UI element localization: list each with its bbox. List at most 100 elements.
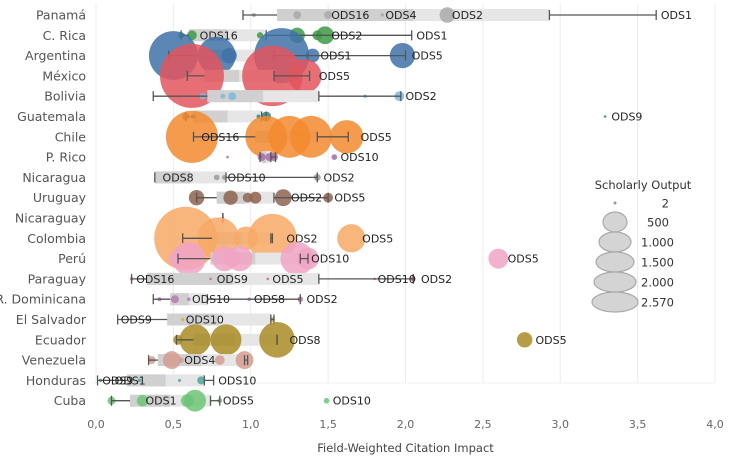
country-label: Venezuela <box>22 353 86 368</box>
row-panam-: ODS16 ODS4 ODS2 ODS1 <box>242 7 692 23</box>
ods-label: ODS9 <box>217 273 248 286</box>
data-bubble <box>170 295 179 304</box>
ods-label: ODS9 <box>102 374 133 387</box>
row-p-rico: ODS10 <box>226 151 379 164</box>
ods-label: ODS10 <box>186 314 224 327</box>
ods-label: ODS5 <box>412 50 443 63</box>
x-tick-label: 0,5 <box>165 418 183 431</box>
country-label: Perú <box>58 251 86 266</box>
country-label: P. Rico <box>46 150 86 165</box>
ods-label: ODS16 <box>331 9 369 22</box>
country-label: Panamá <box>36 8 86 23</box>
y-axis-labels: Panamá C. Rica Argentina México Bolivia Guate… <box>0 8 87 409</box>
data-bubble <box>488 248 509 269</box>
ods-label: ODS5 <box>223 395 254 408</box>
ods-label: ODS2 <box>421 273 452 286</box>
legend-size-label: 2.570 <box>641 296 674 310</box>
x-axis-title: Field-Weighted Citation Impact <box>317 441 494 455</box>
data-bubble <box>228 92 237 101</box>
country-label: Ecuador <box>35 332 87 347</box>
ods-label: ODS10 <box>311 253 349 266</box>
ods-label: ODS5 <box>334 192 365 205</box>
legend-size-marker <box>595 251 635 273</box>
row-chile: ODS16 ODS5 <box>165 110 392 163</box>
x-tick-label: 4,0 <box>706 418 724 431</box>
ods-label: ODS10 <box>333 395 371 408</box>
ods-label: ODS10 <box>218 374 256 387</box>
country-label: Uruguay <box>33 190 87 205</box>
data-bubble <box>137 378 142 383</box>
data-bubble <box>331 154 338 160</box>
country-label: C. Rica <box>43 28 86 43</box>
ods-label: ODS2 <box>306 293 337 306</box>
data-bubble <box>290 115 333 158</box>
data-bubble <box>439 7 456 23</box>
data-bubble <box>178 357 184 363</box>
ods-label: ODS2 <box>291 192 322 205</box>
iqr-lower-band <box>167 313 220 326</box>
ods-label: ODS5 <box>272 273 303 286</box>
data-bubble <box>324 11 333 19</box>
data-bubble <box>603 115 607 118</box>
ods-label: ODS9 <box>611 111 642 124</box>
ods-label: ODS2 <box>452 9 483 22</box>
data-bubble <box>197 376 206 385</box>
data-bubble <box>179 324 211 356</box>
ods-label: ODS4 <box>184 354 215 367</box>
legend-size-marker <box>593 271 637 293</box>
ods-label: ODS2 <box>323 171 354 184</box>
ods-label: ODS1 <box>416 29 447 42</box>
ods-label: ODS2 <box>406 90 437 103</box>
data-bubble <box>323 397 330 404</box>
data-bubble <box>209 277 212 281</box>
data-bubble <box>380 13 385 17</box>
country-label: Colombia <box>27 231 86 246</box>
country-label: R. Dominicana <box>0 292 86 307</box>
x-tick-label: 3,5 <box>629 418 647 431</box>
iqr-lower-band <box>126 374 166 387</box>
ods-label: ODS5 <box>361 131 392 144</box>
data-bubble <box>293 11 302 19</box>
row-nicaragua: ODS8 ODS10 ODS2 <box>154 171 355 184</box>
data-bubble <box>220 93 226 99</box>
row-guatemala: ODS9 <box>182 110 642 124</box>
row-uruguay: ODS2 ODS5 <box>188 189 365 207</box>
ods-label: ODS16 <box>201 131 239 144</box>
ods-label: ODS10 <box>378 273 416 286</box>
legend-size-label: 2 <box>662 197 669 211</box>
ods-label: ODS9 <box>121 314 152 327</box>
x-tick-label: 1,0 <box>242 418 260 431</box>
ods-label: ODS10 <box>341 151 379 164</box>
row-paraguay: ODS16 ODS9 ODS5 ODS10 ODS2 <box>129 272 452 286</box>
country-label: Cuba <box>54 393 86 408</box>
ods-label: ODS5 <box>535 334 566 347</box>
legend-size-marker <box>613 201 617 205</box>
row-r-dominicana: ODS10 ODS8 ODS2 <box>152 293 338 306</box>
ods-label: ODS5 <box>508 253 539 266</box>
iqr-lower-band <box>154 171 191 184</box>
legend-size-label: 1.000 <box>641 236 674 250</box>
data-bubble <box>136 395 149 407</box>
data-bubble <box>210 324 242 356</box>
legend-size-label: 500 <box>647 216 669 230</box>
data-bubble <box>249 191 262 204</box>
country-label: Nicaragua <box>22 170 86 185</box>
country-label: Argentina <box>25 48 86 63</box>
country-label: Chile <box>55 129 87 144</box>
legend-title: Scholarly Output <box>595 178 692 192</box>
ods-label: ODS2 <box>286 232 317 245</box>
ods-label: ODS4 <box>385 9 416 22</box>
data-bubble <box>223 190 238 205</box>
x-tick-label: 0,0 <box>87 418 105 431</box>
x-axis: Field-Weighted Citation Impact 0,0 0,5 1,0… <box>87 418 724 455</box>
x-tick-label: 3,0 <box>552 418 570 431</box>
data-bubble <box>162 351 181 370</box>
data-bubble <box>187 297 191 301</box>
ods-label: ODS5 <box>362 232 393 245</box>
data-bubble <box>165 110 218 163</box>
legend-size-marker <box>602 211 628 233</box>
data-bubble <box>214 355 225 365</box>
